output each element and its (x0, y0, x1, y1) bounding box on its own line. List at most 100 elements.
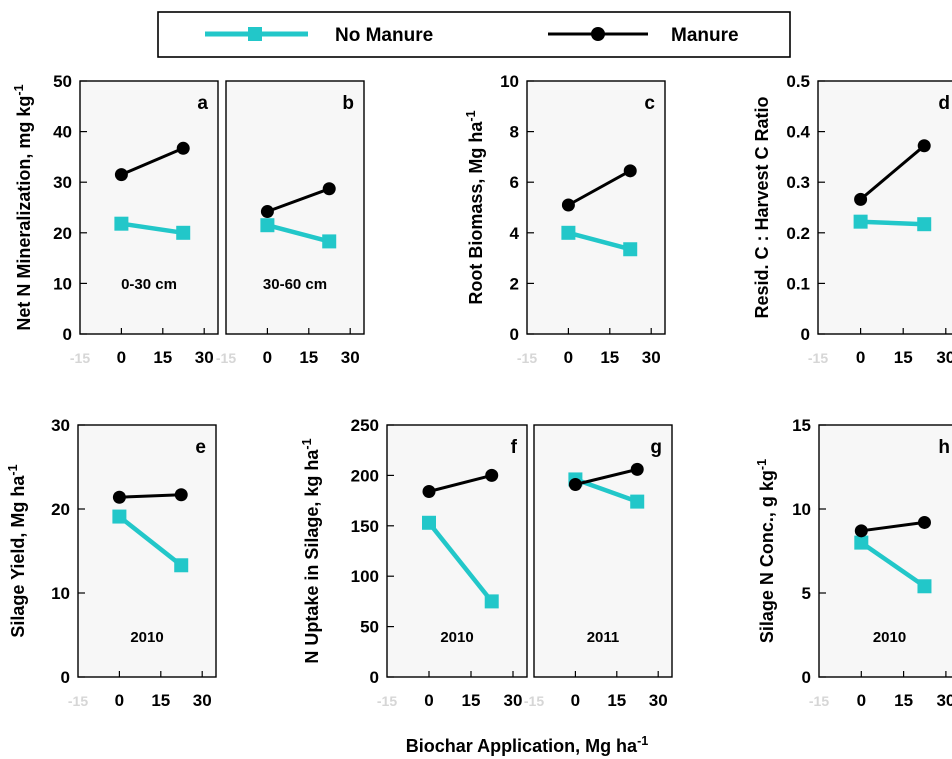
y-tick-label: 250 (351, 416, 379, 435)
y-tick-label: 0.5 (786, 72, 810, 91)
y-tick-label: 0 (802, 668, 811, 687)
series-manure-line (266, 187, 330, 213)
y-axis-label: Resid. C : Harvest C Ratio (752, 96, 772, 318)
x-tick-label: 30 (504, 691, 523, 710)
x-tick-label: -15 (517, 350, 537, 366)
x-tick-label: -15 (809, 693, 829, 709)
panel-c: 0 2 4 6 8 10 -15 0 15 30 c Root Biomass, Mg ha-1 (464, 72, 666, 367)
point-manure (114, 168, 128, 182)
panel-b: -15 0 15 30 b 30-60 cm (216, 80, 365, 367)
legend-manure-marker (591, 27, 605, 41)
panel-annotation: 0-30 cm (121, 276, 177, 293)
x-tick-label: 30 (649, 691, 668, 710)
y-tick-label: 30 (53, 173, 72, 192)
series-no-manure-line (860, 219, 925, 227)
y-tick-label: 40 (53, 123, 72, 142)
y-tick-label: 10 (53, 274, 72, 293)
point-no-manure (630, 494, 645, 509)
x-tick-label: 15 (894, 348, 913, 367)
y-axis-label: Net N Mineralization, mg kg-1 (12, 84, 34, 330)
y-tick-label: 10 (792, 500, 811, 519)
y-tick-label: 0 (61, 668, 70, 687)
series-no-manure-line (567, 230, 631, 252)
x-tick-label: 0 (857, 691, 866, 710)
y-tick-label: 200 (351, 466, 379, 485)
series-no-manure-line (266, 223, 330, 244)
point-manure (568, 477, 582, 491)
y-tick-label: 150 (351, 517, 379, 536)
y-tick-label: 0.2 (786, 224, 810, 243)
legend: No Manure Manure (157, 11, 791, 58)
panel-g: -15 0 15 30 g 2011 (524, 424, 673, 710)
point-no-manure (112, 509, 127, 524)
point-manure (176, 141, 190, 155)
x-tick-label: 30 (341, 348, 360, 367)
point-manure (260, 205, 274, 219)
y-tick-label: 0 (63, 325, 72, 344)
y-tick-label: 15 (792, 416, 811, 435)
y-tick-label: 10 (51, 584, 70, 603)
series-manure-line (567, 169, 631, 207)
x-tick-label: 15 (894, 691, 913, 710)
y-tick-label: 10 (500, 72, 519, 91)
x-tick-label: 0 (424, 691, 433, 710)
x-tick-label: -15 (808, 350, 828, 366)
panel-annotation: 30-60 cm (263, 276, 327, 293)
x-tick-label: 15 (600, 348, 619, 367)
panel-letter: g (650, 437, 662, 458)
y-tick-label: 20 (53, 224, 72, 243)
panel-frame (817, 80, 952, 335)
panel-annotation: 2010 (130, 629, 163, 646)
y-axis-label: Silage Yield, Mg ha-1 (6, 464, 28, 637)
y-tick-label: 0.1 (786, 274, 810, 293)
panel-annotation: 2010 (873, 629, 906, 646)
series-no-manure-line (121, 221, 184, 236)
panel-f: 0 50 100 150 200 250 -15 0 15 30 f 2010 N Uptake in … (300, 416, 528, 710)
point-manure (630, 462, 644, 476)
point-manure (112, 490, 126, 504)
point-no-manure (854, 535, 869, 550)
point-manure (917, 515, 931, 529)
panel-e: 0 10 20 30 -15 0 15 30 e 2010 Silage Yield, Mg ha-… (6, 416, 217, 710)
point-no-manure (917, 217, 932, 232)
x-tick-label: 15 (299, 348, 318, 367)
series-no-manure-line (427, 521, 494, 603)
point-manure (623, 164, 637, 178)
y-tick-label: 0 (370, 668, 379, 687)
x-tick-label: 15 (607, 691, 626, 710)
panel-frame (818, 424, 952, 678)
point-manure (917, 139, 931, 153)
panel-letter: h (938, 437, 950, 458)
panel-letter: b (342, 93, 354, 114)
y-axis-label: Root Biomass, Mg ha-1 (464, 110, 486, 304)
panel-letter: f (511, 437, 518, 458)
point-manure (422, 485, 436, 499)
panel-annotation: 2010 (440, 629, 473, 646)
series-manure-line (428, 473, 493, 493)
panel-a: 0 10 20 30 40 50 -15 0 15 30 a 0-30 cm Net N Mineral… (12, 72, 219, 367)
legend-no-manure-label: No Manure (335, 25, 433, 46)
panel-frame (526, 80, 666, 335)
panel-d: 0 0.1 0.2 0.3 0.4 0.5 -15 0 15 30 d Resid. C : Harv… (752, 72, 952, 367)
y-axis-label: N Uptake in Silage, kg ha-1 (300, 438, 322, 663)
x-tick-label: 0 (263, 348, 272, 367)
point-no-manure (853, 214, 868, 229)
x-tick-label: 15 (462, 691, 481, 710)
legend-no-manure-marker (248, 27, 262, 41)
panel-letter: c (644, 93, 655, 114)
series-manure-line (575, 467, 638, 486)
panel-letter: d (938, 93, 950, 114)
point-no-manure (174, 558, 189, 573)
point-manure (174, 488, 188, 502)
series-manure-line (119, 493, 182, 499)
panel-frame (225, 80, 365, 335)
point-no-manure (623, 242, 638, 257)
x-tick-label: 30 (193, 691, 212, 710)
point-no-manure (322, 234, 337, 249)
series-manure-line (859, 144, 926, 201)
y-tick-label: 50 (53, 72, 72, 91)
series-no-manure-line (118, 514, 183, 568)
series-manure-line (120, 146, 184, 176)
